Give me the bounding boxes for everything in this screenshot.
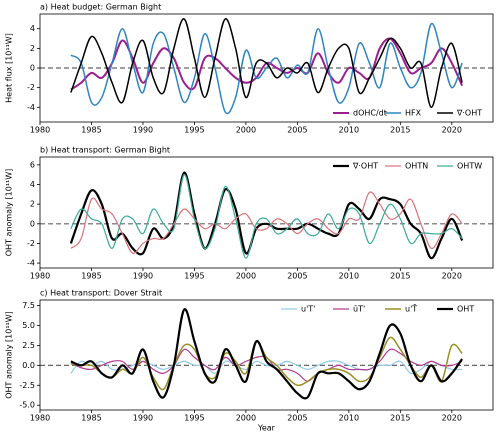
x-tick-label: 2020 [442, 126, 462, 135]
x-axis-label: Year [257, 424, 276, 433]
x-tick-label: 1995 [184, 272, 204, 281]
y-tick-label: 2.5 [22, 341, 35, 350]
series-line [70, 308, 464, 400]
legend-label: ūT' [353, 305, 365, 314]
plot-frame [39, 156, 494, 269]
panel: a) Heat budget: German Bight Heat flux [1… [5, 3, 494, 135]
y-tick-label: -4 [27, 259, 35, 268]
plot-frame [39, 13, 494, 123]
legend-label: OHTW [457, 162, 482, 171]
panel-title: b) Heat transport: German Bight [40, 146, 170, 155]
legend-label: OHT [457, 305, 474, 314]
y-axis-label: Heat flux [10¹¹W] [5, 33, 14, 103]
y-tick-label: 2 [30, 44, 35, 53]
y-tick-label: 5.0 [22, 321, 35, 330]
y-tick-label: 0.0 [22, 361, 35, 370]
x-tick-label: 1990 [133, 126, 153, 135]
series-line [70, 191, 463, 255]
y-tick-label: 4 [30, 180, 35, 189]
panel-title: c) Heat transport: Dover Strait [40, 289, 162, 298]
x-tick-label: 1990 [133, 414, 153, 423]
panel: c) Heat transport: Dover Strait OHT anoma… [5, 289, 494, 433]
y-tick-label: 0 [30, 219, 35, 228]
x-tick-label: 2015 [390, 272, 410, 281]
legend-label: HFX [405, 109, 422, 118]
legend-label: dOHC/dt [353, 109, 387, 118]
x-tick-label: 1995 [184, 414, 204, 423]
series-line [70, 18, 463, 109]
y-tick-label: -2.5 [19, 381, 35, 390]
y-tick-label: 7.5 [22, 301, 35, 310]
y-tick-label: 6 [30, 160, 35, 169]
y-axis-label: OHT anomaly [10¹¹W] [5, 311, 14, 399]
legend-label: ∇·OHT [352, 162, 378, 171]
y-tick-label: -4 [27, 103, 35, 112]
x-tick-label: 1980 [30, 414, 50, 423]
legend-label: u'T' [301, 305, 315, 314]
series-line [70, 22, 463, 115]
x-tick-label: 2010 [339, 126, 359, 135]
x-tick-label: 1985 [81, 126, 101, 135]
legend-label: ∇·OHT [456, 109, 482, 118]
y-tick-label: 4 [30, 24, 35, 33]
x-tick-label: 2015 [390, 414, 410, 423]
x-tick-label: 1995 [184, 126, 204, 135]
x-tick-label: 1985 [81, 414, 101, 423]
x-tick-label: 2000 [236, 126, 256, 135]
y-axis-label: OHT anomaly [10¹¹W] [5, 169, 14, 257]
x-tick-label: 1990 [133, 272, 153, 281]
series-line [70, 174, 463, 259]
y-tick-label: -2 [27, 83, 35, 92]
x-tick-label: 1980 [30, 272, 50, 281]
panel: b) Heat transport: German Bight OHT anoma… [5, 146, 494, 281]
x-tick-label: 2005 [287, 272, 307, 281]
x-tick-label: 2010 [339, 414, 359, 423]
y-tick-label: 2 [30, 200, 35, 209]
x-tick-label: 1985 [81, 272, 101, 281]
x-tick-label: 2005 [287, 126, 307, 135]
y-tick-label: 0 [30, 64, 35, 73]
x-tick-label: 1980 [30, 126, 50, 135]
x-tick-label: 2015 [390, 126, 410, 135]
panel-title: a) Heat budget: German Bight [40, 3, 161, 12]
x-tick-label: 2000 [236, 414, 256, 423]
x-tick-label: 2010 [339, 272, 359, 281]
legend-label: u'T̄ [405, 303, 417, 313]
x-tick-label: 2000 [236, 272, 256, 281]
x-tick-label: 2005 [287, 414, 307, 423]
legend-label: OHTN [405, 162, 428, 171]
y-tick-label: -5.0 [19, 401, 35, 410]
y-tick-label: -2 [27, 239, 35, 248]
x-tick-label: 2020 [442, 414, 462, 423]
x-tick-label: 2020 [442, 272, 462, 281]
plot-frame [39, 299, 494, 411]
series-line [69, 171, 464, 260]
